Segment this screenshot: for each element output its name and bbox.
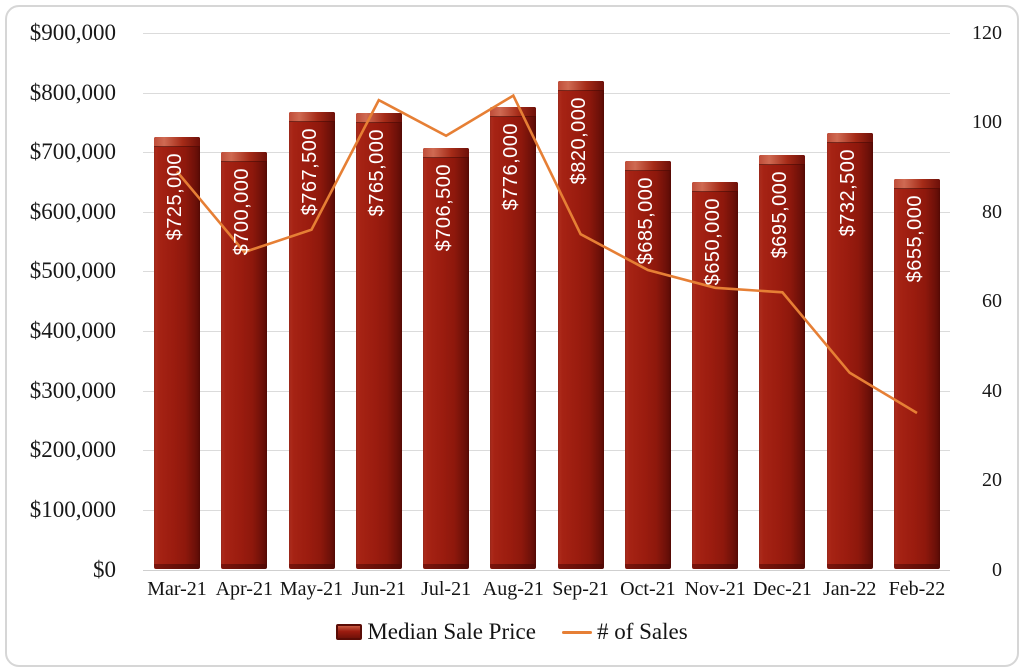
right-axis-tick: 20 [982,469,1002,492]
x-axis-label: Apr-21 [215,578,273,600]
bar-series-swatch-icon [336,624,363,640]
legend: Median Sale Price # of Sales [0,619,1024,645]
left-axis-tick: $800,000 [29,79,116,105]
bar-value-label: $732,500 [836,148,859,237]
left-axis-tick: $900,000 [29,20,116,45]
bar-value-label: $776,000 [500,122,523,211]
x-axis-label: Feb-22 [888,578,946,600]
right-axis-tick: 0 [992,558,1002,581]
x-axis-label: Jun-21 [351,578,407,600]
bar-value-label: $685,000 [634,177,657,265]
gridline [143,92,950,94]
line-series-swatch-icon [561,630,592,634]
left-axis-tick: $500,000 [29,258,116,284]
left-axis-tick: $100,000 [29,496,116,522]
gridline [143,509,950,511]
bar-value-label: $767,500 [298,127,321,216]
gridline [143,33,950,34]
legend-label-median-sale-price: Median Sale Price [367,619,536,644]
x-axis-label: May-21 [279,578,344,600]
bar-value-label: $700,000 [231,168,254,256]
bar-value-label: $820,000 [567,96,590,185]
x-axis-label: Aug-21 [482,578,544,600]
bar-value-label: $706,500 [433,164,456,252]
x-axis-label: Nov-21 [684,578,746,600]
x-axis-label: Dec-21 [752,578,812,600]
bar-value-label: $725,000 [164,153,186,241]
legend-item-number-of-sales: # of Sales [561,619,688,645]
legend-label-number-of-sales: # of Sales [596,619,688,644]
gridline [143,569,950,571]
legend-item-median-sale-price: Median Sale Price [336,619,536,645]
x-axis-label: Jul-21 [421,578,472,600]
bar-value-label: $765,000 [365,129,388,217]
x-axis-label: Mar-21 [147,578,207,600]
right-axis-tick: 120 [972,22,1002,44]
right-axis-tick: 100 [972,111,1002,134]
left-axis-tick: $0 [93,556,116,582]
gridline [143,450,950,452]
left-axis-tick: $300,000 [29,377,116,403]
right-axis-tick: 40 [982,379,1002,402]
left-axis-tick: $400,000 [29,318,116,344]
x-axis-label: Oct-21 [620,578,676,600]
bar-value-label: $695,000 [769,171,792,259]
right-axis-tick: 60 [982,290,1002,313]
bar-value-label: $650,000 [702,198,725,286]
left-axis-tick: $200,000 [29,437,116,463]
bar-value-label: $655,000 [903,195,926,283]
left-axis-tick: $600,000 [29,198,116,224]
left-axis-tick: $700,000 [29,139,116,165]
right-axis-tick: 80 [982,200,1002,223]
x-axis-label: Jan-22 [823,578,877,600]
x-axis-label: Sep-21 [552,578,609,600]
